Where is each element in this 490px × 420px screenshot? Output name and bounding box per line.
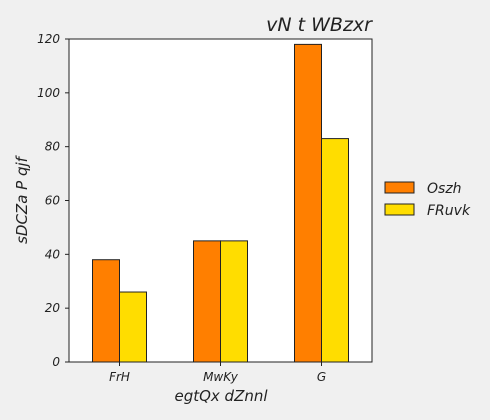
y-tick-label: 60	[45, 194, 61, 208]
y-tick-label: 20	[45, 301, 61, 315]
bar-oszh-g	[294, 43, 322, 363]
y-tick-label: 100	[37, 86, 60, 100]
x-tick-label: G	[317, 370, 326, 384]
legend-swatch-fruvk	[384, 203, 415, 216]
bar-fruvk-mwky	[220, 240, 248, 363]
legend-label-oszh: Oszh	[427, 181, 462, 197]
y-tick-label: 120	[37, 32, 60, 46]
bars-layer	[92, 43, 349, 363]
legend-label-fruvk: FRuvk	[427, 203, 471, 219]
y-tick-label: 40	[45, 247, 61, 261]
bar-oszh-frh	[92, 259, 120, 363]
y-axis-title: sDCZa P qjf	[13, 154, 31, 244]
x-tick-label: FrH	[109, 370, 130, 384]
y-tick-label: 0	[52, 355, 60, 369]
chart-title: vN t WBzxr	[266, 14, 373, 36]
bar-fruvk-g	[321, 138, 349, 363]
x-tick-label: MwKy	[203, 370, 239, 384]
y-tick-label: 80	[45, 140, 61, 154]
bar-oszh-mwky	[193, 240, 221, 363]
bar-fruvk-frh	[119, 291, 147, 363]
y-axis: 0 20 40 60 80 100 120	[37, 32, 69, 369]
legend-swatch-oszh	[384, 181, 415, 194]
x-axis: FrH MwKy G	[109, 362, 326, 384]
x-axis-title: egtQx dZnnl	[174, 387, 268, 405]
legend: Oszh FRuvk	[384, 181, 471, 219]
